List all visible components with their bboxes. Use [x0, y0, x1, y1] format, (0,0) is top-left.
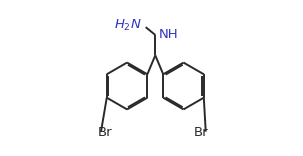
Text: $H_2N$: $H_2N$ [114, 18, 142, 34]
Text: NH: NH [158, 28, 178, 41]
Text: Br: Br [194, 126, 208, 139]
Text: Br: Br [98, 126, 112, 139]
